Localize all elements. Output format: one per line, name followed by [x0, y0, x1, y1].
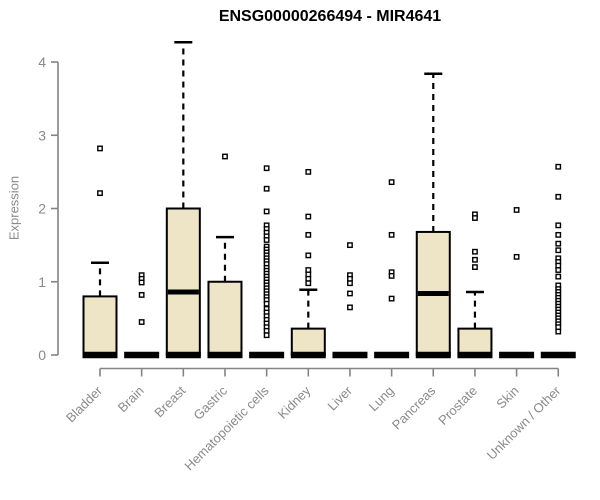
outlier-point [347, 280, 353, 287]
outlier-point [138, 319, 145, 325]
outlier-point [472, 248, 478, 255]
outlier-point [305, 280, 312, 287]
outlier-point [388, 295, 395, 302]
outlier-point [555, 222, 562, 229]
outlier-point [555, 163, 562, 170]
x-category-label: Gastric [190, 383, 230, 423]
x-category-label: Prostate [435, 383, 480, 428]
box-kidney [290, 327, 326, 357]
box-bladder [82, 295, 118, 356]
outlier-point [222, 153, 228, 160]
outlier-point [555, 328, 562, 335]
outlier-point [305, 213, 312, 220]
outlier-point [513, 253, 520, 260]
y-tick-label: 0 [38, 347, 46, 363]
outlier-point [138, 292, 145, 298]
outlier-point [263, 332, 270, 339]
outlier-point [388, 272, 395, 279]
outlier-point [555, 240, 562, 247]
outlier-point [472, 215, 478, 221]
chart-title: ENSG00000266494 - MIR4641 [218, 8, 442, 25]
x-category-label: Liver [325, 383, 356, 414]
outlier-point [472, 256, 478, 263]
outlier-point [263, 165, 270, 172]
outlier-point [263, 185, 270, 192]
outlier-point [305, 252, 312, 259]
y-tick-label: 1 [38, 274, 46, 290]
box-prostate [457, 327, 493, 357]
x-category-label: Brain [115, 383, 147, 415]
y-tick-label: 2 [38, 201, 46, 217]
outlier-point [263, 300, 270, 307]
outlier-point [97, 190, 103, 197]
outlier-point [305, 231, 312, 238]
outlier-point [555, 267, 562, 273]
box-gastric [207, 280, 243, 356]
outlier-point [555, 273, 562, 280]
outlier-point [555, 193, 562, 200]
outlier-point [555, 231, 562, 238]
outlier-point [305, 168, 312, 175]
outlier-point [138, 279, 145, 286]
outlier-point [513, 207, 520, 213]
outlier-point [347, 290, 353, 297]
x-category-label: Kidney [275, 383, 314, 422]
outlier-point [472, 264, 478, 270]
y-tick-label: 3 [38, 127, 46, 143]
x-category-label: Pancreas [389, 383, 439, 433]
outlier-point [263, 237, 270, 243]
x-category-label: Bladder [63, 383, 106, 426]
outlier-point [347, 242, 353, 249]
x-category-label: Lung [366, 383, 397, 414]
outlier-point [347, 304, 353, 311]
outlier-point [263, 208, 270, 215]
x-category-label: Skin [493, 383, 521, 411]
x-category-label: Unknown / Other [484, 383, 564, 463]
outlier-point [97, 145, 103, 152]
outlier-point [388, 179, 395, 186]
y-tick-label: 4 [38, 54, 46, 70]
outlier-point [555, 247, 562, 254]
outlier-point [388, 231, 395, 238]
box-breast [165, 207, 201, 356]
x-category-label: Breast [151, 383, 188, 420]
